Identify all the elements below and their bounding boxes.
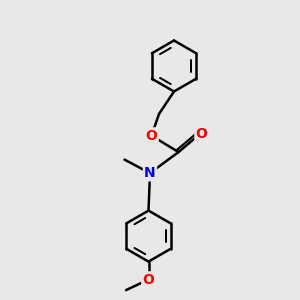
Text: O: O xyxy=(146,129,158,142)
Text: N: N xyxy=(144,166,156,180)
Text: O: O xyxy=(196,127,208,141)
Text: O: O xyxy=(142,273,154,286)
